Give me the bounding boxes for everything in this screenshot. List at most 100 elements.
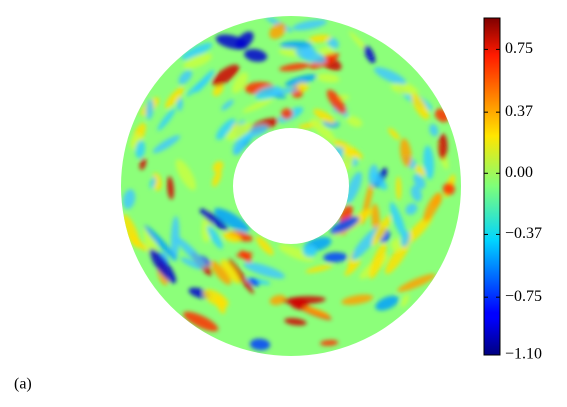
field-feature xyxy=(232,72,248,94)
field-feature xyxy=(387,127,401,140)
field-feature xyxy=(269,294,286,306)
field-feature xyxy=(296,82,309,92)
field-feature xyxy=(210,260,232,285)
field-feature xyxy=(175,159,196,191)
field-feature xyxy=(319,339,339,346)
field-feature xyxy=(212,170,222,187)
field-feature xyxy=(175,236,207,268)
field-feature xyxy=(330,216,360,235)
field-feature xyxy=(135,140,146,159)
field-feature xyxy=(400,138,412,167)
field-feature xyxy=(397,273,436,292)
field-feature xyxy=(255,236,274,256)
field-feature xyxy=(139,158,147,170)
field-feature xyxy=(279,62,311,72)
field-feature xyxy=(212,84,224,97)
field-feature xyxy=(222,231,241,243)
field-feature xyxy=(242,98,274,113)
field-feature xyxy=(303,306,330,317)
field-feature xyxy=(341,294,374,305)
field-feature xyxy=(180,257,203,270)
field-feature xyxy=(423,192,442,222)
field-feature xyxy=(346,116,363,128)
field-feature xyxy=(280,108,293,120)
colorbar xyxy=(483,17,501,356)
field-feature xyxy=(403,214,433,245)
field-feature xyxy=(438,133,448,160)
field-feature xyxy=(214,208,250,233)
field-feature xyxy=(145,98,154,120)
tick-label: −0.37 xyxy=(505,225,542,242)
field-feature xyxy=(389,202,406,238)
tick-label: 0.00 xyxy=(505,164,533,181)
field-feature xyxy=(305,264,333,273)
field-feature xyxy=(225,122,253,141)
field-feature xyxy=(292,19,328,31)
field-feature xyxy=(186,76,209,97)
field-feature xyxy=(198,255,211,266)
field-feature xyxy=(405,203,418,215)
field-annulus xyxy=(121,16,461,356)
field-feature xyxy=(345,171,362,204)
field-feature xyxy=(423,145,435,180)
field-feature xyxy=(371,172,388,190)
field-feature xyxy=(212,161,224,173)
field-feature xyxy=(401,294,410,307)
field-feature xyxy=(167,176,174,200)
field-feature xyxy=(220,259,241,284)
field-feature xyxy=(122,189,136,210)
field-feature xyxy=(157,108,176,131)
caption: (a) xyxy=(14,376,32,393)
field-feature xyxy=(284,318,307,326)
field-feature xyxy=(235,31,254,50)
field-feature xyxy=(239,133,253,143)
tick-label: 0.37 xyxy=(505,103,533,120)
field-feature xyxy=(343,147,357,158)
field-feature xyxy=(414,165,426,176)
field-feature xyxy=(429,123,439,137)
field-feature xyxy=(269,23,286,39)
field-feature xyxy=(202,289,229,308)
field-feature xyxy=(371,215,391,247)
field-feature xyxy=(395,176,402,201)
field-feature xyxy=(126,234,148,251)
field-feature xyxy=(207,225,223,250)
field-feature xyxy=(326,89,347,114)
field-feature xyxy=(351,225,382,261)
field-feature xyxy=(373,67,407,85)
field-feature xyxy=(302,245,317,258)
field-feature xyxy=(183,53,212,69)
field-feature xyxy=(152,135,181,154)
field-feature xyxy=(442,182,455,196)
field-feature xyxy=(295,48,327,64)
field-feature xyxy=(279,41,312,49)
field-feature xyxy=(244,49,268,62)
tick-label: −1.10 xyxy=(505,346,542,363)
tick-label: −0.75 xyxy=(505,288,542,305)
field-feature xyxy=(278,244,314,262)
field-feature xyxy=(316,73,340,83)
field-feature xyxy=(149,176,156,189)
field-feature xyxy=(164,86,185,109)
field-feature xyxy=(215,118,236,140)
field-feature xyxy=(228,258,254,294)
field-feature xyxy=(243,262,285,279)
field-feature xyxy=(239,250,252,263)
field-feature xyxy=(178,70,192,85)
field-feature xyxy=(221,99,234,111)
field-feature xyxy=(199,208,228,231)
field-feature xyxy=(411,93,430,120)
field-feature xyxy=(144,224,177,261)
field-feature xyxy=(249,338,271,351)
field-feature xyxy=(385,239,411,275)
field-feature xyxy=(270,87,299,95)
field-feature xyxy=(375,295,399,311)
field-feature xyxy=(149,248,177,284)
field-feature xyxy=(344,259,361,276)
field-feature xyxy=(308,34,331,43)
field-feature xyxy=(180,42,213,60)
field-feature xyxy=(410,185,422,202)
field-feature xyxy=(212,64,240,87)
tick-label: 0.75 xyxy=(505,40,533,57)
